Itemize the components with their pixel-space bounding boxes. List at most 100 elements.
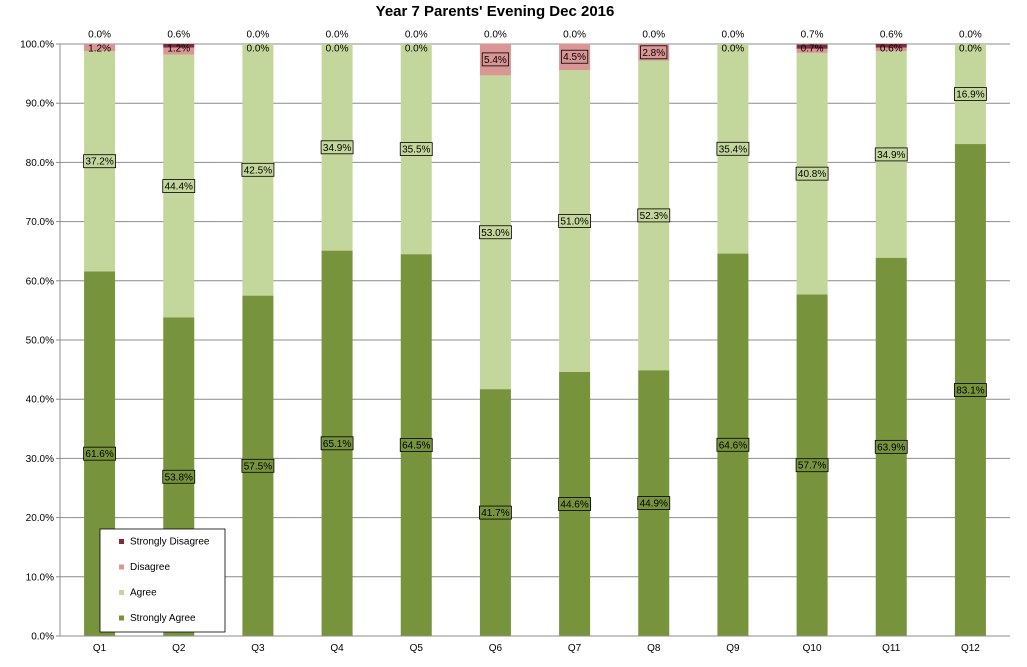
data-label-box	[83, 154, 116, 169]
data-label: 40.8%	[798, 169, 826, 180]
data-label-box	[241, 458, 275, 473]
data-label-box	[874, 439, 908, 454]
y-tick-label: 90.0%	[26, 99, 54, 110]
y-tick-label: 50.0%	[26, 336, 54, 347]
data-label: 51.0%	[560, 217, 588, 228]
data-label: 2.8%	[642, 48, 665, 59]
data-label-box	[954, 87, 987, 101]
y-tick-label: 0.0%	[31, 632, 54, 643]
legend-label: Disagree	[130, 562, 170, 573]
bar-strongly-disagree	[796, 44, 828, 49]
data-label: 41.7%	[481, 508, 509, 519]
data-labels: 61.6% 37.2% 1.2% 0.0% 53.8% 44.4% 1.2% 0.6% 57.5…	[83, 30, 987, 520]
data-label-box	[637, 496, 671, 510]
data-label: 52.3%	[640, 211, 668, 222]
data-label-box	[637, 208, 671, 223]
data-label: 53.0%	[481, 228, 509, 239]
data-label: 0.0%	[959, 44, 982, 55]
bar-disagree	[796, 48, 828, 53]
bar-strongly-disagree	[163, 44, 195, 48]
data-label: 44.9%	[640, 499, 668, 510]
y-tick-label: 80.0%	[26, 158, 54, 169]
data-label: 64.5%	[402, 441, 430, 452]
data-label-box	[716, 437, 750, 452]
x-tick-label: Q9	[726, 643, 740, 654]
legend-label: Strongly Agree	[130, 613, 196, 624]
x-tick-label: Q1	[93, 643, 107, 654]
data-label: 0.0%	[722, 44, 745, 55]
bar-disagree	[163, 47, 195, 55]
y-tick-label: 20.0%	[26, 513, 54, 524]
x-tick-label: Q3	[251, 643, 265, 654]
x-tick-label: Q10	[803, 643, 822, 654]
data-label: 0.0%	[722, 30, 745, 41]
data-label: 0.0%	[247, 44, 270, 55]
data-label: 0.0%	[484, 30, 507, 41]
y-tick-label: 60.0%	[26, 276, 54, 287]
data-label: 34.9%	[877, 150, 905, 161]
data-label-box	[399, 142, 433, 156]
data-label-box	[162, 469, 196, 484]
data-label: 1.2%	[167, 44, 190, 55]
data-label-box	[162, 179, 196, 193]
x-tick-label: Q5	[410, 643, 424, 654]
bar-disagree	[875, 47, 907, 52]
data-label: 0.6%	[880, 44, 903, 55]
data-label-box	[83, 446, 116, 461]
data-label-box	[716, 141, 750, 156]
data-label-box	[479, 225, 512, 240]
data-label: 83.1%	[956, 386, 984, 397]
legend-swatch	[119, 590, 124, 595]
data-label: 64.6%	[719, 440, 747, 451]
data-label-box	[558, 497, 591, 511]
x-tick-label: Q8	[647, 643, 661, 654]
data-label-box	[558, 214, 591, 228]
data-label: 16.9%	[956, 90, 984, 101]
legend: Strongly Disagree Disagree Agree Strongly A…	[99, 528, 226, 633]
data-label-box	[320, 436, 354, 451]
x-tick-label: Q6	[489, 643, 503, 654]
data-label: 65.1%	[323, 439, 351, 450]
data-label: 0.0%	[959, 30, 982, 41]
data-label: 0.0%	[642, 30, 665, 41]
x-tick-label: Q2	[172, 643, 186, 654]
legend-box	[99, 528, 226, 633]
data-label: 37.2%	[85, 157, 113, 168]
data-label-box	[481, 52, 510, 67]
data-label-box	[320, 140, 354, 155]
data-label: 0.7%	[801, 30, 824, 41]
y-tick-label: 40.0%	[26, 395, 54, 406]
data-label: 42.5%	[244, 165, 272, 176]
data-label: 53.8%	[165, 472, 193, 483]
data-label: 5.4%	[484, 55, 507, 66]
data-label: 35.5%	[402, 145, 430, 156]
data-label-box	[874, 147, 908, 162]
data-label-box	[560, 49, 589, 64]
legend-label: Agree	[130, 588, 157, 599]
y-axis: 0.0% 10.0% 20.0% 30.0% 40.0% 50.0% 60.0% 70.0% 8…	[20, 40, 61, 643]
data-label-box	[479, 505, 512, 520]
y-tick-label: 10.0%	[26, 572, 54, 583]
x-tick-label: Q11	[882, 643, 901, 654]
data-label: 0.0%	[405, 44, 428, 55]
data-label: 0.6%	[167, 30, 190, 41]
data-label: 0.0%	[247, 30, 270, 41]
bar-disagree	[84, 44, 116, 52]
y-tick-label: 70.0%	[26, 217, 54, 228]
data-label: 0.0%	[326, 44, 349, 55]
data-label: 0.0%	[88, 30, 111, 41]
x-tick-label: Q12	[961, 643, 980, 654]
legend-label: Strongly Disagree	[130, 537, 210, 548]
data-label: 0.0%	[326, 30, 349, 41]
x-axis: Q1 Q2 Q3 Q4 Q5 Q6 Q7 Q8 Q9 Q10 Q11 Q12	[60, 635, 1010, 654]
bar-strongly-disagree	[875, 44, 907, 48]
data-label: 1.2%	[88, 44, 111, 55]
data-label: 4.5%	[563, 52, 586, 63]
data-label-box	[795, 166, 829, 181]
data-label: 0.0%	[405, 30, 428, 41]
data-label: 35.4%	[719, 144, 747, 155]
x-tick-label: Q4	[330, 643, 344, 654]
legend-swatch	[119, 564, 124, 570]
data-label: 34.9%	[323, 143, 351, 154]
